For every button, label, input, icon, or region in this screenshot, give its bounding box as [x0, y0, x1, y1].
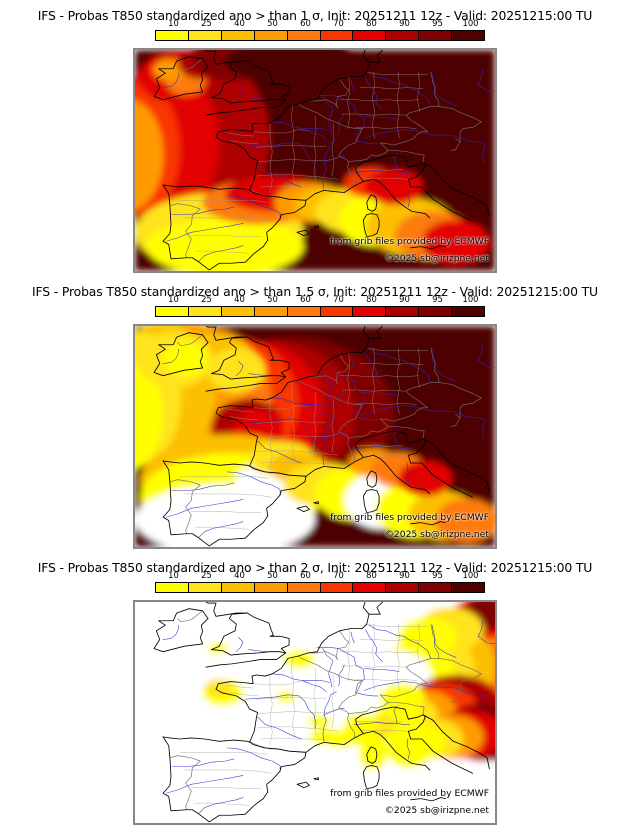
colorbar-tick-50: 50: [267, 18, 278, 28]
colorbar-segment-70: [320, 583, 354, 592]
colorbar-tick-25: 25: [201, 294, 212, 304]
forecast-panel-1-sigma: IFS - Probas T850 standardized ano > tha…: [0, 0, 630, 276]
colorbar-segment-90: [386, 583, 420, 592]
colorbar-tick-100: 100: [462, 18, 479, 28]
colorbar-tick-labels: 10 25 40 50 60 70 80 90 95 100: [155, 18, 485, 29]
colorbar-tick-40: 40: [234, 570, 245, 580]
colorbar-segment-70: [320, 307, 354, 316]
colorbar-segment-50: [254, 583, 288, 592]
panel-title: IFS - Probas T850 standardized ano > tha…: [37, 8, 593, 23]
colorbar-tick-80: 80: [366, 294, 377, 304]
copyright-credit: ©2025 sb@irizpne.net: [384, 253, 489, 264]
colorbar-segment-95: [419, 307, 453, 316]
panel-title: IFS - Probas T850 standardized ano > tha…: [37, 560, 593, 575]
colorbar-tick-10: 10: [168, 570, 179, 580]
colorbar-segment-10: [156, 583, 189, 592]
data-source-credit: from grib files provided by ECMWF: [330, 788, 489, 799]
colorbar-segment-60: [287, 583, 321, 592]
map-frame-2-sigma: from grib files provided by ECMWF ©2025 …: [133, 600, 497, 825]
colorbar-tick-95: 95: [432, 18, 443, 28]
colorbar-swatches: [155, 30, 485, 41]
probability-map-1-5-sigma: [135, 326, 495, 547]
colorbar-tick-labels: 10 25 40 50 60 70 80 90 95 100: [155, 570, 485, 581]
colorbar-tick-40: 40: [234, 294, 245, 304]
colorbar-2-sigma: 10 25 40 50 60 70 80 90 95 100: [155, 570, 485, 594]
colorbar-segment-25: [188, 31, 222, 40]
colorbar-tick-70: 70: [333, 570, 344, 580]
colorbar-tick-10: 10: [168, 18, 179, 28]
colorbar-tick-90: 90: [399, 18, 410, 28]
colorbar-segment-100: [452, 31, 485, 40]
colorbar-tick-80: 80: [366, 570, 377, 580]
colorbar-tick-50: 50: [267, 294, 278, 304]
colorbar-tick-40: 40: [234, 18, 245, 28]
geography-overlay: [153, 326, 495, 547]
geography-overlay: [153, 50, 495, 271]
colorbar-segment-60: [287, 31, 321, 40]
colorbar-tick-60: 60: [300, 294, 311, 304]
colorbar-segment-40: [221, 31, 255, 40]
colorbar-segment-100: [452, 307, 485, 316]
colorbar-tick-80: 80: [366, 18, 377, 28]
colorbar-segment-95: [419, 31, 453, 40]
colorbar-tick-95: 95: [432, 294, 443, 304]
probability-shading: [135, 326, 495, 547]
colorbar-tick-10: 10: [168, 294, 179, 304]
colorbar-segment-80: [353, 31, 387, 40]
colorbar-segment-50: [254, 307, 288, 316]
colorbar-tick-70: 70: [333, 294, 344, 304]
colorbar-segment-60: [287, 307, 321, 316]
colorbar-segment-40: [221, 307, 255, 316]
colorbar-tick-95: 95: [432, 570, 443, 580]
colorbar-segment-80: [353, 307, 387, 316]
colorbar-1-sigma: 10 25 40 50 60 70 80 90 95 100: [155, 18, 485, 42]
colorbar-tick-100: 100: [462, 570, 479, 580]
map-frame-1-sigma: from grib files provided by ECMWF ©2025 …: [133, 48, 497, 273]
map-frame-1-5-sigma: from grib files provided by ECMWF ©2025 …: [133, 324, 497, 549]
colorbar-segment-80: [353, 583, 387, 592]
copyright-credit: ©2025 sb@irizpne.net: [384, 529, 489, 540]
data-source-credit: from grib files provided by ECMWF: [330, 236, 489, 247]
probability-map-1-sigma: [135, 50, 495, 271]
colorbar-segment-10: [156, 307, 189, 316]
forecast-panel-2-sigma: IFS - Probas T850 standardized ano > tha…: [0, 552, 630, 828]
colorbar-segment-25: [188, 307, 222, 316]
colorbar-tick-25: 25: [201, 18, 212, 28]
probability-map-2-sigma: [135, 602, 495, 823]
colorbar-tick-70: 70: [333, 18, 344, 28]
colorbar-segment-10: [156, 31, 189, 40]
colorbar-tick-100: 100: [462, 294, 479, 304]
copyright-credit: ©2025 sb@irizpne.net: [384, 805, 489, 816]
geography-overlay: [153, 602, 495, 823]
colorbar-swatches: [155, 306, 485, 317]
colorbar-segment-90: [386, 307, 420, 316]
colorbar-tick-labels: 10 25 40 50 60 70 80 90 95 100: [155, 294, 485, 305]
colorbar-tick-60: 60: [300, 18, 311, 28]
colorbar-segment-50: [254, 31, 288, 40]
colorbar-segment-70: [320, 31, 354, 40]
data-source-credit: from grib files provided by ECMWF: [330, 512, 489, 523]
colorbar-tick-60: 60: [300, 570, 311, 580]
colorbar-tick-25: 25: [201, 570, 212, 580]
colorbar-segment-100: [452, 583, 485, 592]
colorbar-tick-90: 90: [399, 570, 410, 580]
colorbar-segment-40: [221, 583, 255, 592]
panel-title: IFS - Probas T850 standardized ano > tha…: [32, 284, 598, 299]
colorbar-segment-95: [419, 583, 453, 592]
colorbar-segment-90: [386, 31, 420, 40]
colorbar-swatches: [155, 582, 485, 593]
colorbar-1-5-sigma: 10 25 40 50 60 70 80 90 95 100: [155, 294, 485, 318]
forecast-panel-1-5-sigma: IFS - Probas T850 standardized ano > tha…: [0, 276, 630, 552]
colorbar-segment-25: [188, 583, 222, 592]
colorbar-tick-50: 50: [267, 570, 278, 580]
colorbar-tick-90: 90: [399, 294, 410, 304]
